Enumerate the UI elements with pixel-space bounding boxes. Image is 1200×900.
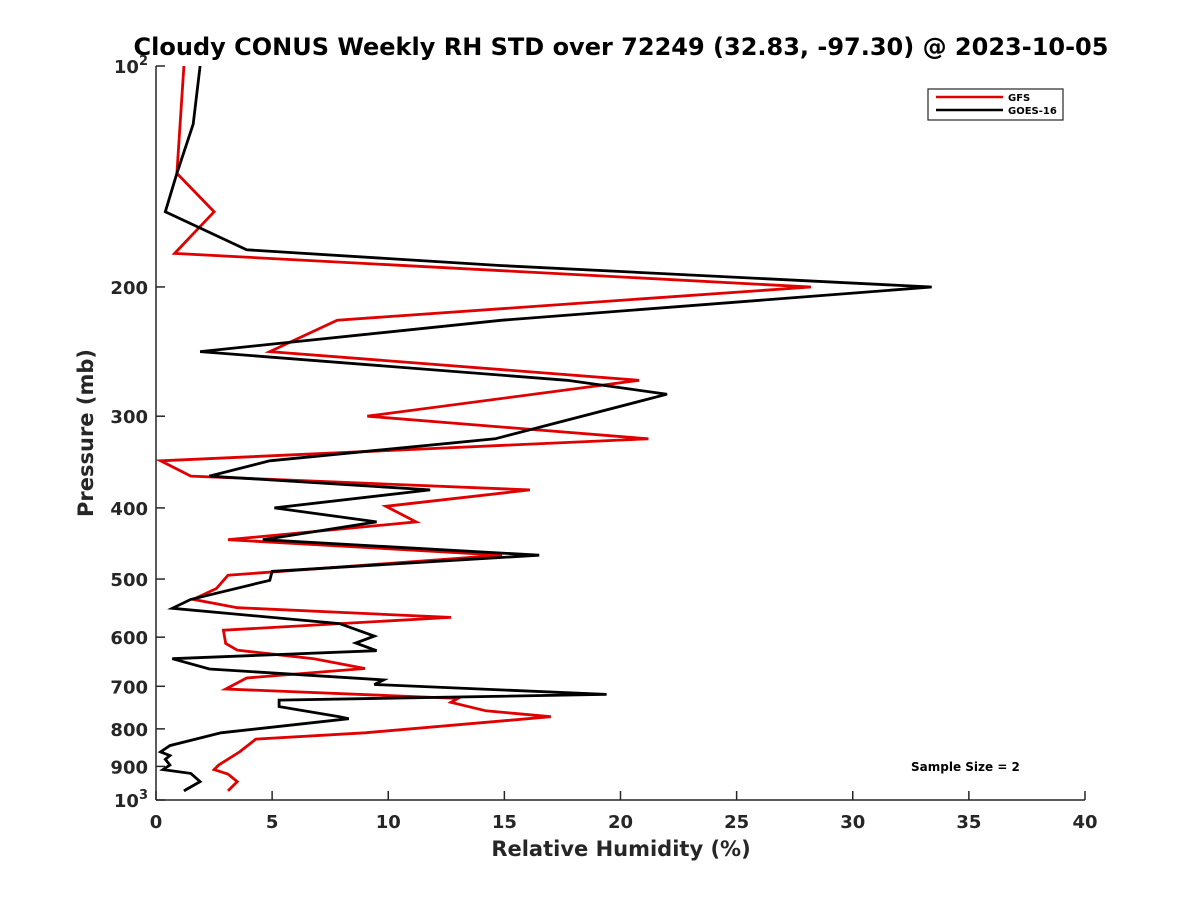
x-tick-label: 35 [956,812,981,833]
x-tick-label: 30 [840,812,865,833]
y-tick-label: 300 [110,407,148,428]
x-tick-label: 40 [1072,812,1097,833]
x-tick-label: 0 [150,812,163,833]
y-tick-label: 800 [110,720,148,741]
y-tick-label: 103 [114,788,148,812]
y-tick-label: 900 [110,757,148,778]
y-axis-label: Pressure (mb) [74,349,98,517]
x-tick-label: 20 [608,812,633,833]
y-tick-label: 200 [110,278,148,299]
axes-layer [155,66,1085,801]
x-tick-label: 5 [266,812,279,833]
y-ticks: 102 200 300 400 500 600 700 800 900 103 [110,54,165,812]
x-axis-label: Relative Humidity (%) [491,837,750,861]
x-tick-label: 25 [724,812,749,833]
y-tick-label: 102 [114,54,148,78]
series-line-gfs [155,65,811,792]
plot-area-frame [156,66,1085,800]
series-line-goes-16 [157,65,932,793]
sample-size-annotation: Sample Size = 2 [911,760,1020,774]
legend-label-gfs: GFS [1008,93,1030,104]
y-tick-label: 600 [110,628,148,649]
legend-label-goes-16: GOES-16 [1008,106,1057,117]
x-tick-label: 15 [492,812,517,833]
x-ticks: 0 5 10 15 20 25 30 35 40 [150,791,1098,833]
y-tick-label: 500 [110,570,148,591]
series-layer [155,65,932,793]
chart-title: Cloudy CONUS Weekly RH STD over 72249 (3… [134,33,1109,61]
x-tick-label: 10 [376,812,401,833]
y-tick-label: 700 [110,677,148,698]
y-tick-label: 400 [110,499,148,520]
legend: GFS GOES-16 [927,88,1064,121]
legend-box [927,88,1064,121]
